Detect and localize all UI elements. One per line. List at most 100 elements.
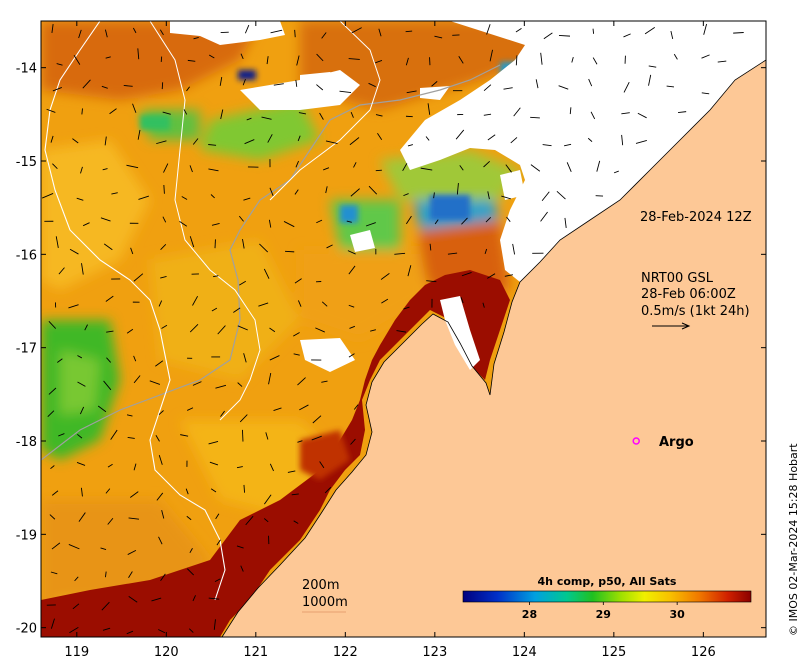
current-vector	[78, 512, 86, 522]
current-vector	[186, 86, 190, 92]
current-vector	[138, 195, 150, 200]
current-vector	[540, 52, 543, 65]
current-vector	[510, 137, 518, 144]
current-vector	[180, 434, 189, 437]
current-vector	[220, 410, 225, 417]
current-vector	[57, 358, 63, 363]
current-vector	[370, 329, 376, 332]
current-vector	[592, 28, 595, 34]
current-vector	[244, 24, 250, 34]
current-vector	[325, 140, 338, 144]
current-vector	[137, 48, 140, 60]
current-vector	[273, 407, 282, 411]
current-vector	[77, 381, 86, 387]
current-vector	[592, 57, 598, 65]
current-vector	[269, 463, 274, 472]
current-vector	[596, 160, 601, 172]
cloud-mask	[170, 21, 766, 372]
current-vector	[429, 243, 432, 251]
current-vector	[482, 302, 485, 308]
current-vector	[506, 216, 511, 222]
current-vector	[515, 28, 522, 33]
current-vector	[350, 438, 356, 445]
current-vector	[158, 536, 163, 545]
current-vector	[353, 404, 359, 410]
current-vector	[58, 267, 65, 275]
current-vector	[129, 491, 139, 498]
current-vector	[68, 304, 79, 309]
current-vector	[76, 462, 86, 466]
lat-tick-label: -20	[16, 622, 37, 637]
current-vector	[51, 490, 59, 496]
colorbar-tick-label: 29	[596, 608, 611, 621]
current-vector	[149, 380, 161, 385]
current-vector	[563, 143, 572, 147]
current-vector	[678, 111, 687, 113]
current-vector	[564, 217, 567, 228]
current-vector	[351, 27, 362, 34]
current-vector	[77, 355, 83, 359]
current-vector	[434, 35, 443, 39]
current-vector	[243, 484, 246, 493]
current-vectors	[41, 23, 744, 635]
current-vector	[128, 596, 138, 603]
current-vector	[425, 136, 430, 141]
current-vector	[160, 573, 166, 581]
current-vector	[543, 32, 553, 40]
current-vector	[456, 183, 459, 195]
current-vector	[375, 60, 383, 64]
current-vector	[215, 513, 220, 520]
current-vector	[569, 107, 572, 115]
plot-frame	[40, 20, 767, 638]
current-vector	[265, 432, 269, 440]
current-vector	[268, 219, 272, 228]
current-vector	[238, 215, 244, 222]
current-legend-line-2: 28-Feb 06:00Z	[641, 287, 736, 302]
current-vector	[103, 243, 113, 251]
current-vector	[186, 515, 192, 521]
current-vector	[74, 576, 79, 582]
current-vector	[319, 461, 325, 469]
colorbar-ticks: 28 29 30	[522, 602, 685, 621]
current-vector	[137, 129, 141, 140]
current-vector	[192, 138, 199, 145]
current-vector	[273, 83, 284, 86]
current-vector	[50, 135, 54, 143]
current-vector	[132, 27, 137, 34]
current-vector	[49, 514, 56, 520]
current-vector	[483, 84, 492, 92]
current-vector	[82, 222, 90, 227]
current-vector	[127, 437, 135, 439]
current-vector	[348, 58, 360, 60]
current-vector	[394, 252, 406, 255]
current-vector	[293, 520, 299, 524]
current-vector	[666, 85, 675, 88]
current-vector	[50, 465, 55, 470]
current-legend-line-3: 0.5m/s (1kt 24h)	[641, 304, 750, 319]
current-vector	[217, 325, 226, 335]
current-vector	[267, 134, 273, 143]
current-vector	[405, 57, 409, 66]
current-vector	[189, 324, 199, 333]
current-vector	[368, 82, 376, 88]
colorbar-tick-label: 30	[669, 608, 685, 621]
current-vector	[155, 360, 164, 367]
current-vector	[431, 81, 438, 87]
contour-1000m-inner	[149, 21, 261, 421]
current-vector	[162, 216, 167, 223]
current-vector	[406, 90, 417, 94]
current-vector	[126, 328, 134, 334]
current-vector	[208, 54, 215, 59]
current-vector	[55, 236, 59, 249]
current-vector	[487, 191, 490, 200]
current-vector	[294, 189, 299, 195]
current-vector	[208, 597, 220, 600]
current-vector	[505, 164, 512, 173]
current-vector	[208, 144, 217, 146]
current-vector	[156, 492, 164, 501]
current-vector	[159, 29, 164, 36]
current-vector	[403, 306, 410, 310]
current-vector	[155, 435, 160, 442]
current-vector	[588, 78, 593, 87]
current-vector	[210, 488, 217, 493]
